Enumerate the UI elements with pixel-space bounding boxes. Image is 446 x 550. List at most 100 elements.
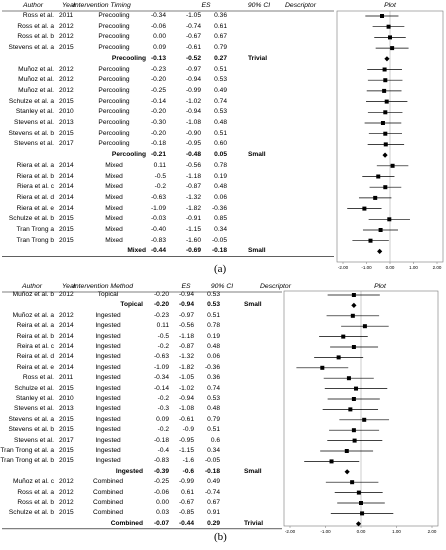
x-tick-label: -2.00 [337, 265, 349, 270]
year-cell: 2015 [59, 226, 74, 233]
effect-square [362, 324, 367, 329]
intervention-cell: Combined [92, 509, 124, 517]
column-header: Descriptor [285, 2, 316, 9]
year-cell: 2015 [59, 44, 74, 52]
author-cell: Tran Trong et al. a [0, 447, 54, 454]
es-cell: 0.00 [153, 33, 166, 41]
effect-square [336, 355, 341, 360]
ci-lower-cell: -1.18 [185, 172, 201, 180]
ci-lower-cell: -0.61 [178, 415, 194, 423]
year-cell: 2014 [59, 172, 74, 180]
caption-b: (b) [214, 531, 227, 543]
year-cell: 2014 [59, 322, 74, 330]
intervention-cell: Ingested [95, 322, 121, 330]
es-cell: -0.06 [150, 22, 166, 30]
effect-square [390, 163, 395, 168]
ci-upper-cell: 0.06 [207, 353, 220, 361]
ci-lower-cell: -0.85 [178, 509, 194, 517]
effect-square [354, 386, 359, 391]
author-cell: Muñoz et al. a [12, 311, 54, 319]
intervention-cell: Precooling [98, 22, 130, 30]
ci-lower-cell: -0.95 [178, 436, 194, 444]
ci-lower-cell: -0.44 [178, 519, 194, 527]
author-cell: Stevens et al. [14, 119, 54, 126]
intervention-cell: Ingested [95, 436, 121, 444]
ci-upper-cell: -0.18 [204, 467, 220, 475]
author-cell: Reira et al. e [16, 363, 54, 371]
effect-square [382, 67, 387, 72]
year-cell: 2012 [59, 22, 74, 30]
intervention-cell: Ingested [95, 332, 121, 340]
year-cell: 2011 [59, 374, 74, 382]
x-tick-label: 2.00 [427, 529, 437, 534]
year-cell: 2014 [59, 161, 74, 169]
ci-upper-cell: 0.74 [207, 384, 220, 392]
intervention-cell: Combined [92, 488, 124, 496]
ci-upper-cell: 0.60 [214, 140, 227, 148]
author-cell: Ross et al. a [17, 22, 54, 30]
effect-square [346, 376, 351, 381]
effect-square [376, 174, 381, 179]
ci-lower-cell: -0.97 [185, 65, 201, 73]
effect-square [356, 490, 361, 495]
intervention-cell: Percooling [98, 140, 130, 148]
es-cell: -0.23 [150, 65, 166, 73]
effect-square [351, 397, 356, 401]
year-cell: 2012 [59, 499, 74, 506]
ci-lower-cell: -0.91 [185, 215, 201, 223]
year-cell: 2012 [59, 291, 74, 298]
intervention-cell: Precooling [98, 33, 130, 41]
author-cell: Stevens et al. [14, 436, 54, 444]
ci-lower-cell: -0.69 [185, 247, 201, 255]
pooled-diamond [344, 469, 350, 475]
pooled-diamond [384, 56, 390, 62]
ci-upper-cell: 0.6 [210, 436, 220, 444]
column-header: Year [62, 283, 76, 290]
effect-square [360, 511, 365, 516]
es-cell: 0.11 [156, 322, 169, 330]
es-cell: -0.63 [153, 353, 169, 361]
es-cell: -1.09 [153, 363, 169, 371]
column-header: Year [62, 2, 76, 9]
author-cell: Riera et al. b [16, 172, 54, 180]
es-cell: -0.20 [150, 108, 166, 116]
year-cell: 2010 [59, 395, 74, 402]
year-cell: 2012 [59, 76, 74, 84]
author-cell: Reira et al. b [16, 332, 54, 340]
ci-upper-cell: 0.53 [207, 395, 220, 402]
ci-upper-cell: 0.53 [214, 108, 227, 116]
author-cell: Stevens et al. a [8, 415, 54, 423]
year-cell: 2012 [59, 478, 74, 486]
ci-lower-cell: -1.08 [178, 405, 194, 413]
x-tick-label: -1.00 [320, 529, 331, 534]
year-cell: 2013 [59, 405, 74, 413]
author-cell: Tran Trong b [16, 236, 54, 244]
year-cell: 2015 [59, 447, 74, 454]
effect-square [373, 195, 378, 200]
intervention-cell: Combined [92, 478, 124, 486]
effect-square [362, 417, 367, 422]
intervention-cell: Percooling [98, 108, 130, 116]
year-cell: 2015 [59, 97, 74, 105]
effect-square [390, 46, 395, 51]
forest-plot-b: Author Year Intervention Method ES 90% CI Des… [0, 283, 446, 534]
descriptor-cell: Trivial [248, 54, 268, 62]
year-cell: 2014 [59, 363, 74, 371]
year-cell: 2014 [59, 204, 74, 212]
ci-lower-cell: -1.6 [182, 457, 194, 465]
x-tick-label: 0.00 [356, 529, 366, 534]
ci-lower-cell: -0.87 [185, 183, 201, 191]
es-cell: -0.40 [150, 226, 166, 233]
year-cell: 2015 [59, 384, 74, 392]
es-cell: -0.14 [150, 97, 166, 105]
ci-upper-cell: 0.91 [207, 509, 220, 517]
ci-upper-cell: -0.05 [204, 457, 220, 465]
ci-lower-cell: -0.74 [185, 22, 201, 30]
intervention-cell: Mixed [105, 226, 123, 233]
es-cell: -0.13 [150, 54, 166, 62]
effect-square [384, 99, 389, 104]
intervention-cell: Precooling [98, 12, 130, 19]
author-cell: Tran Trong a [16, 226, 54, 233]
author-cell: Ross et al. [22, 374, 54, 382]
descriptor-cell: Small [244, 467, 262, 475]
